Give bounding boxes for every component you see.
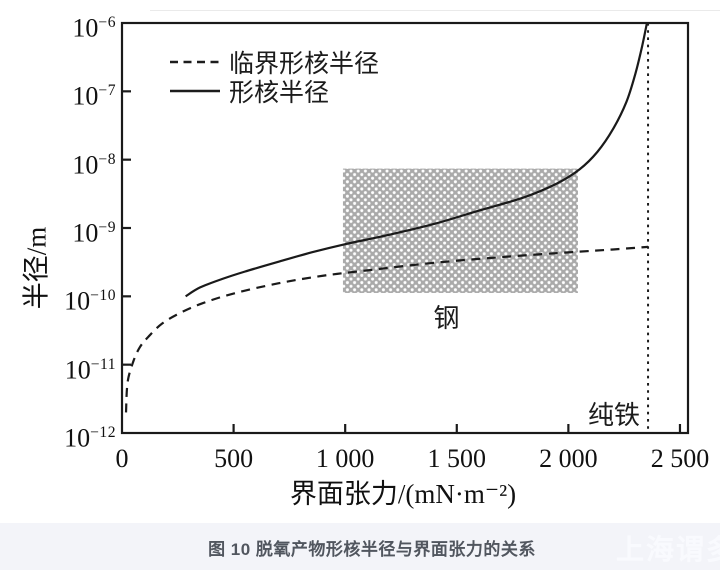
legend-row-nucleation: 形核半径 [170, 76, 379, 107]
watermark: 上海谓多 [615, 534, 720, 565]
steel-region-hatch [342, 168, 578, 293]
nucleation-radius-curve [185, 23, 649, 298]
pure-iron-label: 纯铁 [588, 401, 641, 430]
plot-svg [120, 21, 690, 435]
legend: 临界形核半径 形核半径 [170, 47, 379, 107]
critical-radius-curve [124, 245, 649, 413]
legend-label-nucleation-radius: 形核半径 [229, 79, 330, 107]
legend-dashed-line-icon [170, 60, 220, 63]
legend-label-critical-radius: 临界形核半径 [229, 50, 380, 78]
steel-region-label: 钢 [433, 303, 460, 333]
chart-figure: 10−6 10−7 10−8 10−9 10−10 10−11 10−12 0 500 1 00… [21, 14, 710, 509]
caption-bar: 图 10 脱氧产物形核半径与界面张力的关系 上海谓多 [0, 523, 720, 570]
figure-caption: 图 10 脱氧产物形核半径与界面张力的关系 [208, 540, 536, 559]
top-divider [150, 10, 720, 11]
x-axis-title: 界面张力/(mN·m⁻²) [289, 479, 517, 509]
legend-row-critical: 临界形核半径 [170, 47, 379, 78]
y-axis-title: 半径/m [21, 226, 52, 310]
legend-solid-line-icon [170, 89, 220, 92]
